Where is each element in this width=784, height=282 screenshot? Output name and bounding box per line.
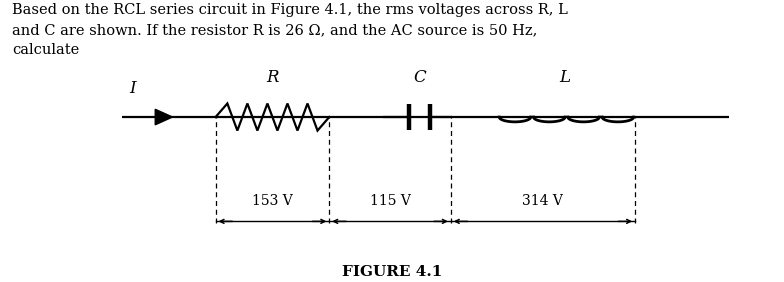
Text: I: I [129,80,136,97]
Text: 153 V: 153 V [252,194,292,208]
Text: C: C [413,69,426,86]
Text: FIGURE 4.1: FIGURE 4.1 [342,265,442,279]
Text: 115 V: 115 V [369,194,411,208]
Text: L: L [559,69,570,86]
Text: R: R [267,69,279,86]
Text: 314 V: 314 V [522,194,564,208]
Text: Based on the RCL series circuit in Figure 4.1, the rms voltages across R, L
and : Based on the RCL series circuit in Figur… [12,3,568,57]
FancyArrow shape [124,109,172,125]
